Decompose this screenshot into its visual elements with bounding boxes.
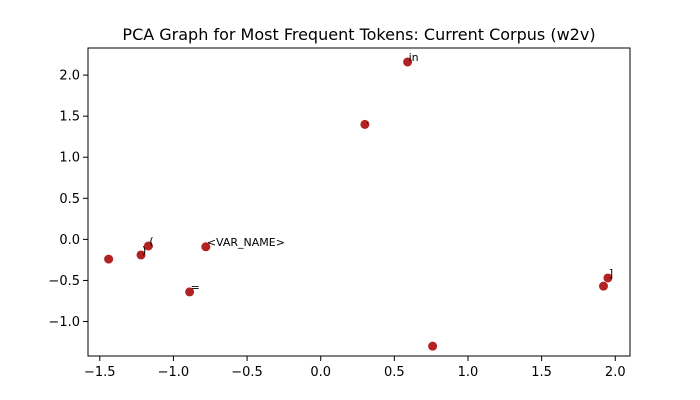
scatter-point <box>603 273 613 283</box>
x-tick-label: 2.0 <box>605 365 626 380</box>
y-tick-label: 0.5 <box>59 192 80 207</box>
x-tick-label: 0.5 <box>384 365 405 380</box>
scatter-points <box>104 57 613 351</box>
chart-title: PCA Graph for Most Frequent Tokens: Curr… <box>122 25 595 44</box>
scatter-point <box>185 287 195 297</box>
y-tick-label: 0.0 <box>59 233 80 248</box>
scatter-point <box>104 254 114 264</box>
point-label: . <box>366 113 370 126</box>
y-tick-label: −1.0 <box>48 315 80 330</box>
y-tick-label: 2.0 <box>59 69 80 84</box>
point-label: ) <box>142 244 146 257</box>
scatter-point <box>360 119 370 129</box>
x-tick-label: 1.0 <box>458 365 479 380</box>
scatter-point <box>143 241 153 251</box>
x-axis: −1.5 −1.0 −0.5 0.0 0.5 1.0 1.5 2.0 <box>84 356 626 380</box>
scatter-point <box>428 341 438 351</box>
y-tick-label: 1.0 <box>59 151 80 166</box>
point-labels: )( = <VAR_NAME>. in] <box>142 51 613 294</box>
scatter-point <box>403 57 413 67</box>
y-tick-label: −0.5 <box>48 274 80 289</box>
x-tick-label: 0.0 <box>310 365 331 380</box>
y-tick-label: 1.5 <box>59 110 80 125</box>
point-label: <VAR_NAME> <box>207 236 285 249</box>
scatter-point <box>136 250 146 260</box>
x-tick-label: −1.5 <box>84 365 116 380</box>
point-label: = <box>191 281 200 294</box>
y-axis: −1.0 −0.5 0.0 0.5 1.0 1.5 2.0 <box>48 69 88 330</box>
point-label: ] <box>609 267 613 280</box>
point-label: in <box>409 51 419 64</box>
point-label: ( <box>149 235 153 248</box>
scatter-point <box>201 242 211 252</box>
scatter-point <box>598 281 608 291</box>
x-tick-label: −0.5 <box>231 365 263 380</box>
x-tick-label: 1.5 <box>531 365 552 380</box>
x-tick-label: −1.0 <box>158 365 190 380</box>
plot-frame <box>87 47 631 357</box>
